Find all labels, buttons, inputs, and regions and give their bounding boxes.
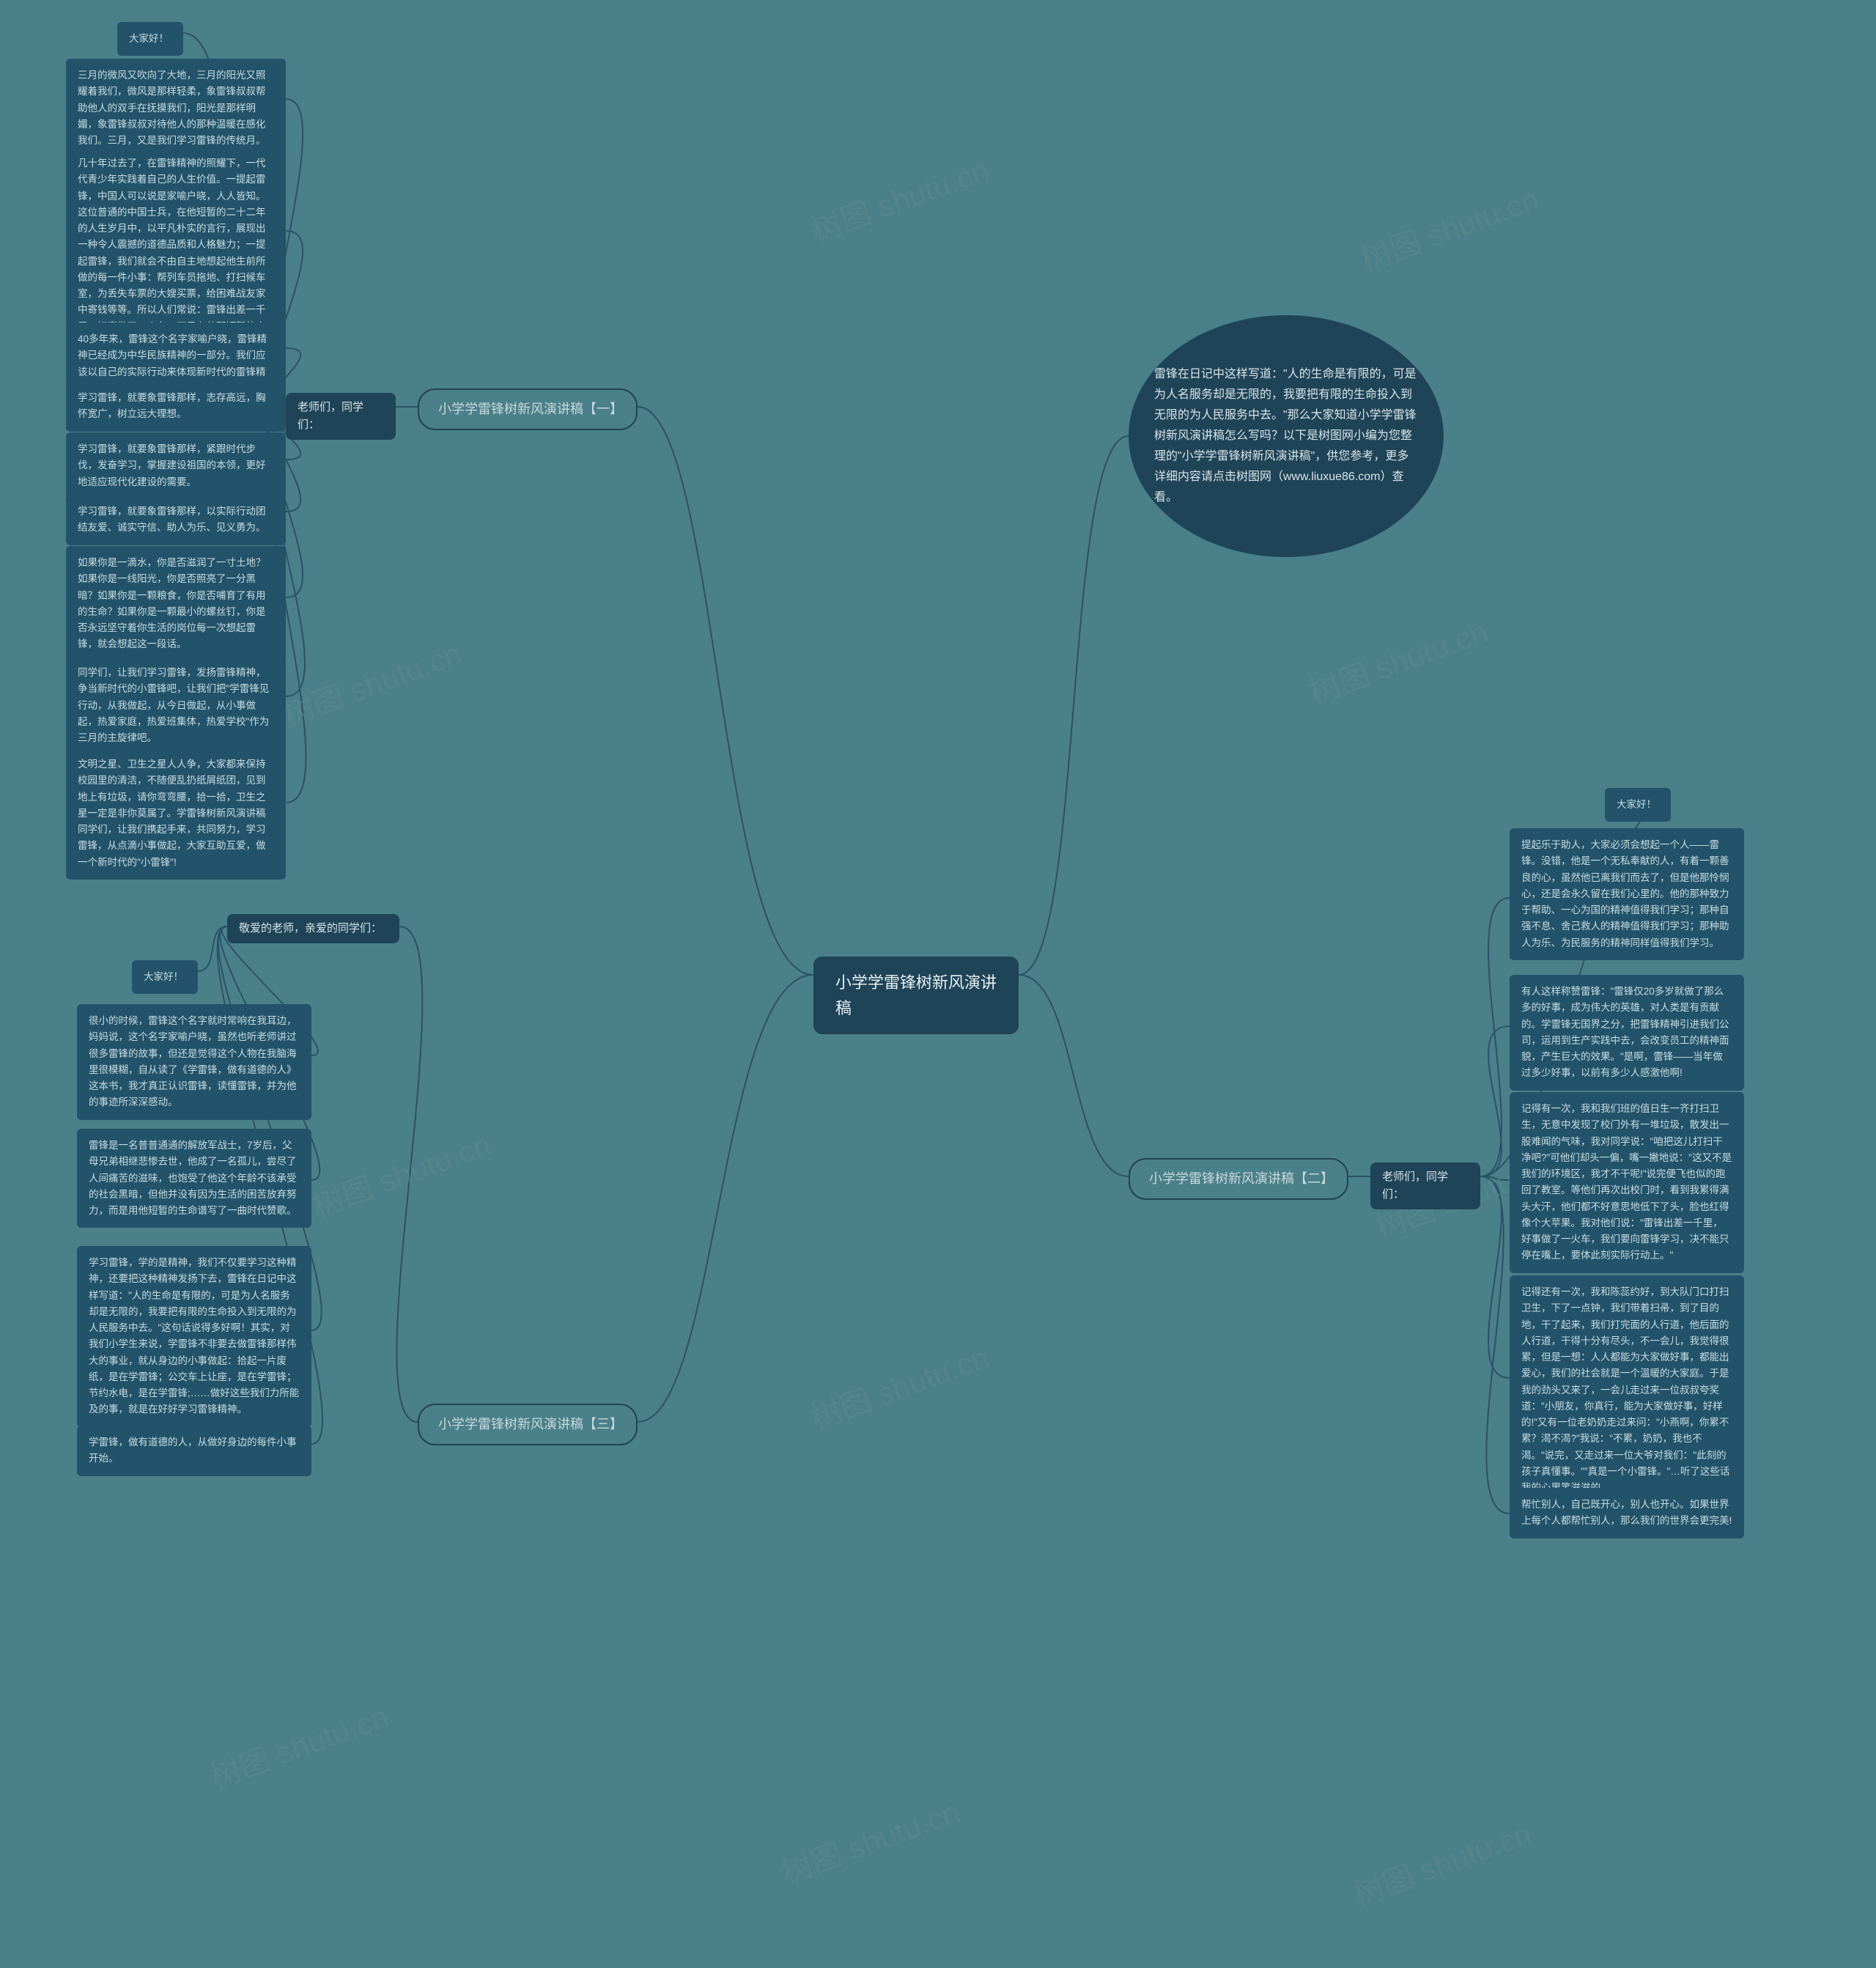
leaf-text: 提起乐于助人，大家必须会想起一个人——雷锋。没错，他是一个无私奉献的人，有着一颗…	[1521, 839, 1729, 948]
leaf-text: 学雷锋，做有道德的人，从做好身边的每件小事开始。	[89, 1437, 297, 1464]
branch-node: 小学学雷锋树新风演讲稿【二】	[1129, 1158, 1348, 1200]
leaf-text: 记得有一次，我和我们班的值日生一齐打扫卫生，无意中发现了校门外有一堆垃圾，散发出…	[1521, 1103, 1732, 1261]
leaf-text: 大家好！	[144, 971, 183, 982]
sub-node: 老师们，同学们：	[286, 393, 396, 440]
leaf-node: 记得还有一次，我和陈蕊约好，到大队门口打扫卫生，下了一点钟，我们带着扫帚，到了目…	[1510, 1275, 1744, 1505]
edge	[396, 926, 422, 1422]
watermark: 树图 shutu.cn	[775, 1787, 965, 1893]
leaf-node: 如果你是一滴水，你是否滋润了一寸土地？如果你是一线阳光，你是否照亮了一分黑暗？如…	[66, 546, 286, 662]
leaf-text: 学习雷锋，学的是精神，我们不仅要学习这种精神，还要把这种精神发扬下去，雷锋在日记…	[89, 1257, 299, 1415]
intro-node: 雷锋在日记中这样写道："人的生命是有限的，可是为人名服务却是无限的，我要把有限的…	[1129, 315, 1444, 557]
leaf-node: 学习雷锋，就要象雷锋那样，志存高远，胸怀宽广，树立远大理想。	[66, 381, 286, 432]
edge	[638, 975, 813, 1422]
sub-node: 老师们，同学们：	[1370, 1162, 1480, 1209]
edge	[1480, 898, 1510, 1176]
center-node: 小学学雷锋树新风演讲稿	[813, 957, 1019, 1034]
edge	[1480, 1176, 1510, 1514]
edge	[1480, 1026, 1510, 1176]
watermark: 树图 shutu.cn	[1346, 1809, 1537, 1914]
leaf-text: 学习雷锋，就要象雷锋那样，志存高远，胸怀宽广，树立远大理想。	[78, 392, 266, 419]
sub-label: 老师们，同学们：	[298, 401, 363, 431]
watermark: 树图 shutu.cn	[1302, 607, 1493, 712]
edge	[1019, 975, 1129, 1176]
leaf-text: 很小的时候，雷锋这个名字就时常响在我耳边，妈妈说，这个名字家喻户晓，虽然也听老师…	[89, 1015, 297, 1108]
leaf-text: 学习雷锋，就要象雷锋那样，以实际行动团结友爱、诚实守信、助人为乐、见义勇为。	[78, 506, 266, 533]
leaf-node: 学习雷锋，学的是精神，我们不仅要学习这种精神，还要把这种精神发扬下去，雷锋在日记…	[77, 1246, 311, 1427]
leaf-node: 学雷锋，做有道德的人，从做好身边的每件小事开始。	[77, 1426, 311, 1476]
leaf-text: 大家好！	[1617, 799, 1656, 810]
branch-label: 小学学雷锋树新风演讲稿【二】	[1149, 1171, 1334, 1186]
watermark: 树图 shutu.cn	[1354, 174, 1544, 280]
leaf-node: 帮忙别人，自己既开心，别人也开心。如果世界上每个人都帮忙别人，那么我们的世界会更…	[1510, 1488, 1744, 1538]
branch-node: 小学学雷锋树新风演讲稿【一】	[418, 388, 638, 430]
leaf-text: 文明之星、卫生之星人人争，大家都来保持校园里的清洁，不随便乱扔纸屑纸团，见到地上…	[78, 759, 266, 868]
watermark: 树图 shutu.cn	[306, 1120, 496, 1226]
edge	[1480, 1176, 1510, 1180]
branch-node: 小学学雷锋树新风演讲稿【三】	[418, 1404, 638, 1445]
leaf-node: 同学们，让我们学习雷锋，发扬雷锋精神，争当新时代的小雷锋吧，让我们把"学雷锋见行…	[66, 656, 286, 755]
edge	[198, 926, 227, 971]
leaf-node: 三月的微风又吹向了大地，三月的阳光又照耀着我们，微风是那样轻柔，象雷锋叔叔帮助他…	[66, 59, 286, 158]
branch-label: 小学学雷锋树新风演讲稿【一】	[438, 402, 623, 416]
sub-label: 敬爱的老师，亲爱的同学们：	[239, 922, 382, 935]
edge	[1480, 1176, 1510, 1378]
leaf-text: 大家好！	[129, 33, 169, 44]
edge	[638, 407, 813, 975]
leaf-text: 帮忙别人，自己既开心，别人也开心。如果世界上每个人都帮忙别人，那么我们的世界会更…	[1521, 1499, 1732, 1526]
leaf-node: 大家好！	[132, 960, 198, 994]
leaf-node: 文明之星、卫生之星人人争，大家都来保持校园里的清洁，不随便乱扔纸屑纸团，见到地上…	[66, 748, 286, 880]
watermark: 树图 shutu.cn	[276, 629, 467, 734]
sub-node: 敬爱的老师，亲爱的同学们：	[227, 914, 399, 943]
watermark: 树图 shutu.cn	[804, 1333, 994, 1438]
leaf-node: 大家好！	[1605, 788, 1671, 822]
sub-label: 老师们，同学们：	[1382, 1171, 1448, 1201]
leaf-node: 大家好！	[117, 22, 183, 56]
leaf-node: 记得有一次，我和我们班的值日生一齐打扫卫生，无意中发现了校门外有一堆垃圾，散发出…	[1510, 1092, 1744, 1273]
leaf-text: 记得还有一次，我和陈蕊约好，到大队门口打扫卫生，下了一点钟，我们带着扫帚，到了目…	[1521, 1286, 1729, 1493]
watermark: 树图 shutu.cn	[804, 145, 994, 251]
leaf-text: 同学们，让我们学习雷锋，发扬雷锋精神，争当新时代的小雷锋吧，让我们把"学雷锋见行…	[78, 667, 269, 743]
watermark: 树图 shutu.cn	[203, 1692, 394, 1797]
branch-label: 小学学雷锋树新风演讲稿【三】	[438, 1417, 623, 1431]
leaf-node: 有人这样称赞雷锋："雷锋仅20多岁就做了那么多的好事，成为伟大的英雄，对人类是有…	[1510, 975, 1744, 1091]
leaf-text: 学习雷锋，就要象雷锋那样，紧跟时代步伐，发奋学习，掌握建设祖国的本领，更好地适应…	[78, 443, 266, 487]
leaf-node: 学习雷锋，就要象雷锋那样，紧跟时代步伐，发奋学习，掌握建设祖国的本领，更好地适应…	[66, 432, 286, 499]
leaf-text: 如果你是一滴水，你是否滋润了一寸土地？如果你是一线阳光，你是否照亮了一分黑暗？如…	[78, 557, 266, 649]
intro-text: 雷锋在日记中这样写道："人的生命是有限的，可是为人名服务却是无限的，我要把有限的…	[1154, 364, 1418, 508]
leaf-node: 提起乐于助人，大家必须会想起一个人——雷锋。没错，他是一个无私奉献的人，有着一颗…	[1510, 828, 1744, 960]
edge	[1019, 436, 1129, 975]
leaf-node: 很小的时候，雷锋这个名字就时常响在我耳边，妈妈说，这个名字家喻户晓，虽然也听老师…	[77, 1004, 311, 1120]
center-label: 小学学雷锋树新风演讲稿	[835, 973, 997, 1017]
leaf-text: 有人这样称赞雷锋："雷锋仅20多岁就做了那么多的好事，成为伟大的英雄，对人类是有…	[1521, 986, 1729, 1078]
leaf-node: 学习雷锋，就要象雷锋那样，以实际行动团结友爱、诚实守信、助人为乐、见义勇为。	[66, 495, 286, 545]
leaf-node: 雷锋是一名普普通通的解放军战士，7岁后，父母兄弟相继悲惨去世，他成了一名孤儿，尝…	[77, 1129, 311, 1228]
leaf-text: 雷锋是一名普普通通的解放军战士，7岁后，父母兄弟相继悲惨去世，他成了一名孤儿，尝…	[89, 1140, 297, 1216]
leaf-text: 三月的微风又吹向了大地，三月的阳光又照耀着我们，微风是那样轻柔，象雷锋叔叔帮助他…	[78, 70, 266, 146]
